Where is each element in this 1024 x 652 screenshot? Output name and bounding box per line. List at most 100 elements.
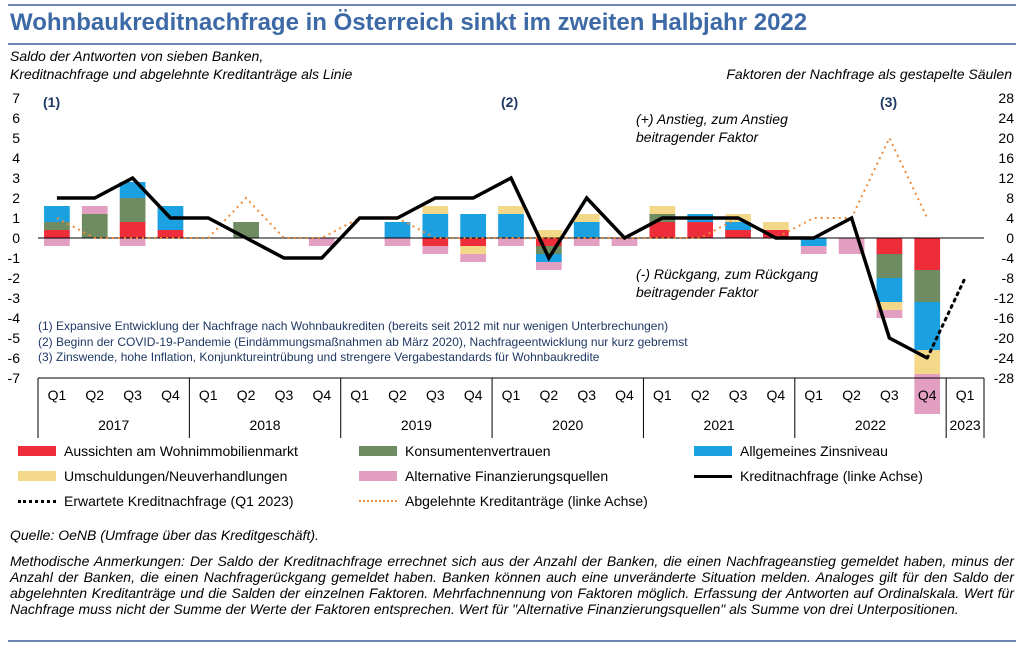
marker-3: (3) (880, 94, 898, 110)
quarter-label: Q2 (237, 387, 256, 403)
left-axis-tick-label: -3 (8, 290, 21, 306)
year-label: 2017 (98, 417, 129, 433)
note-3: (3) Zinswende, hohe Inflation, Konjunktu… (38, 350, 600, 364)
legend-swatch (359, 471, 397, 481)
legend-item: Allgemeines Zinsniveau (694, 443, 888, 459)
bar-segment (81, 206, 108, 214)
chart-title: Wohnbaukreditnachfrage in Österreich sin… (10, 9, 808, 36)
legend-item: Umschuldungen/Neuverhandlungen (18, 468, 287, 484)
annotation-increase-line-2: beitragender Faktor (636, 129, 759, 145)
year-label: 2018 (249, 417, 280, 433)
quarter-label: Q3 (729, 387, 748, 403)
bar-segment (535, 230, 562, 238)
bar-segment (876, 278, 903, 302)
bar-segment (725, 230, 751, 238)
legend: Aussichten am Wohnimmobilienmarkt Konsum… (14, 440, 1014, 520)
legend-label: Erwartete Kreditnachfrage (Q1 2023) (64, 493, 294, 509)
left-axis-tick-label: -1 (8, 250, 21, 266)
bar-segment (384, 222, 411, 238)
bar-segment (573, 238, 600, 246)
legend-swatch (18, 471, 56, 481)
left-axis-tick-label: 6 (12, 110, 20, 126)
bar-segment (763, 230, 789, 238)
bar-segment (573, 222, 600, 238)
quarter-label: Q1 (199, 387, 218, 403)
bar-segment (460, 254, 487, 262)
quarter-label: Q2 (388, 387, 407, 403)
methodology-note: Methodische Anmerkungen: Der Saldo der K… (10, 553, 1014, 617)
year-label: 2023 (950, 417, 981, 433)
legend-item: Alternative Finanzierungsquellen (359, 468, 608, 484)
quarter-label: Q4 (464, 387, 483, 403)
bar-segment (422, 238, 449, 246)
bar-segment (119, 238, 146, 246)
right-axis-tick-label: 20 (998, 130, 1014, 146)
annotation-increase-line-1: (+) Anstieg, zum Anstieg (636, 111, 788, 127)
left-axis-tick-label: 3 (12, 170, 20, 186)
title-rule (8, 43, 1016, 45)
expected-demand-line (925, 276, 967, 360)
quarter-label: Q4 (767, 387, 786, 403)
legend-label: Abgelehnte Kreditanträge (linke Achse) (405, 493, 648, 509)
bar-segment (422, 214, 449, 238)
year-label: 2019 (401, 417, 432, 433)
legend-item: Konsumentenvertrauen (359, 443, 551, 459)
bar-segment (573, 214, 600, 222)
bar-segment (44, 238, 70, 246)
legend-label: Umschuldungen/Neuverhandlungen (64, 468, 288, 484)
bar-segment (384, 238, 411, 246)
quarter-label: Q3 (275, 387, 294, 403)
legend-swatch (359, 500, 397, 502)
bar-segment (800, 238, 827, 246)
right-axis-tick-label: 16 (998, 150, 1014, 166)
quarter-label: Q4 (918, 387, 937, 403)
bar-segment (876, 302, 903, 310)
bar-segment (44, 206, 70, 222)
bar-segment (876, 310, 903, 318)
bar-segment (725, 222, 751, 230)
legend-label: Aussichten am Wohnimmobilienmarkt (64, 443, 298, 459)
bar-segment (498, 238, 524, 246)
credit-demand-line (56, 175, 929, 360)
source-note: Quelle: OeNB (Umfrage über das Kreditges… (10, 527, 319, 543)
bar-segment (535, 262, 562, 270)
left-axis-tick-label: -5 (8, 330, 21, 346)
subtitle-left-1: Saldo der Antworten von sieben Banken, (10, 48, 264, 64)
left-axis-tick-label: -7 (8, 370, 21, 386)
annotation-increase: (+) Anstieg, zum Anstieg beitragender Fa… (636, 110, 788, 146)
right-axis-tick-label: -4 (1002, 250, 1015, 266)
right-axis-tick-label: -8 (1002, 270, 1015, 286)
legend-label: Kreditnachfrage (linke Achse) (740, 468, 923, 484)
legend-swatch (359, 446, 397, 456)
note-2: (2) Beginn der COVID-19-Pandemie (Eindäm… (38, 334, 688, 349)
bar-segment (914, 270, 941, 302)
right-axis-tick-label: 24 (998, 110, 1014, 126)
left-axis-tick-label: -6 (8, 350, 21, 366)
quarter-label: Q4 (161, 387, 180, 403)
quarter-label: Q2 (691, 387, 710, 403)
quarter-label: Q1 (653, 387, 672, 403)
quarter-label: Q1 (350, 387, 369, 403)
bar-segment (800, 246, 827, 254)
bar-segment (535, 246, 562, 254)
right-axis-tick-label: 8 (1006, 190, 1014, 206)
quarter-label: Q2 (85, 387, 104, 403)
quarter-label: Q3 (880, 387, 899, 403)
quarter-label: Q2 (539, 387, 558, 403)
year-label: 2020 (552, 417, 583, 433)
bar-segment (460, 238, 487, 246)
quarter-label: Q2 (842, 387, 861, 403)
bar-segment (44, 222, 70, 230)
right-axis-tick-label: 4 (1006, 210, 1014, 226)
bar-segment (119, 198, 146, 222)
left-axis-tick-label: 2 (12, 190, 20, 206)
bar-segment (914, 238, 941, 270)
right-axis-tick-label: -12 (994, 290, 1014, 306)
bar-segment (498, 206, 524, 214)
chart: 7 6 5 4 3 2 1 0 -1 -2 -3 -4 -5 -6 -7 28 24 20 16 12 8 4 0 -4 -8 -… (8, 90, 1015, 438)
bar-segment (460, 214, 487, 238)
left-axis-tick-label: 1 (12, 210, 20, 226)
left-axis-tick-label: -4 (8, 310, 21, 326)
bar-segment (763, 222, 789, 230)
top-rule (8, 4, 1016, 6)
